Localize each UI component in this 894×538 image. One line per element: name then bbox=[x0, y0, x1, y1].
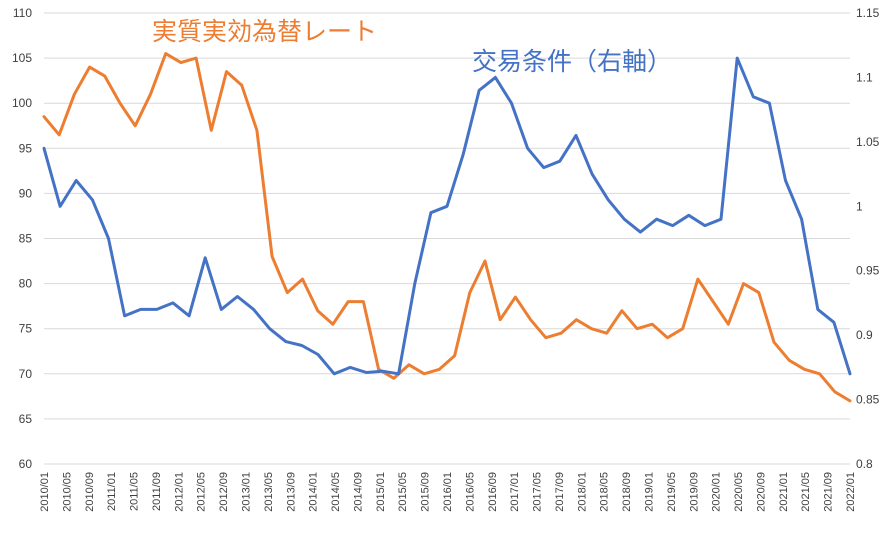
x-tick-label: 2019/05 bbox=[666, 472, 678, 512]
right-axis: 0.8 0.85 0.9 0.95 1 1.05 1.1 1.15 bbox=[856, 6, 880, 471]
right-tick-label: 0.85 bbox=[856, 393, 880, 407]
x-tick-label: 2019/01 bbox=[644, 472, 656, 512]
left-tick-label: 105 bbox=[12, 51, 32, 65]
x-tick-label: 2014/01 bbox=[308, 472, 320, 512]
right-tick-label: 0.8 bbox=[856, 457, 873, 471]
x-tick-label: 2017/09 bbox=[554, 472, 566, 512]
right-tick-label: 1.15 bbox=[856, 6, 880, 20]
x-tick-label: 2013/09 bbox=[285, 472, 297, 512]
x-tick-label: 2011/01 bbox=[106, 472, 118, 511]
x-tick-label: 2016/05 bbox=[464, 472, 476, 512]
legend-real-effective-exchange-rate: 実質実効為替レート bbox=[152, 17, 377, 46]
left-tick-label: 65 bbox=[19, 412, 33, 426]
x-tick-label: 2014/05 bbox=[330, 472, 342, 512]
right-tick-label: 0.9 bbox=[856, 328, 873, 342]
series-line-terms-of-trade bbox=[42, 56, 852, 376]
x-tick-label: 2010/09 bbox=[84, 472, 96, 512]
left-tick-label: 60 bbox=[19, 457, 33, 471]
left-tick-label: 90 bbox=[19, 186, 33, 200]
left-tick-label: 85 bbox=[19, 232, 33, 246]
x-tick-label: 2014/09 bbox=[352, 472, 364, 512]
x-tick-label: 2013/01 bbox=[241, 472, 253, 512]
left-tick-label: 95 bbox=[19, 141, 33, 155]
left-tick-label: 70 bbox=[19, 367, 33, 381]
x-tick-label: 2018/01 bbox=[576, 472, 588, 512]
series-line-real-effective-exchange-rate bbox=[42, 52, 852, 403]
x-tick-label: 2020/01 bbox=[711, 472, 723, 512]
x-tick-label: 2019/09 bbox=[688, 472, 700, 512]
x-tick-label: 2021/09 bbox=[823, 472, 835, 512]
x-tick-label: 2012/09 bbox=[218, 472, 230, 512]
gridlines bbox=[44, 12, 850, 465]
x-tick-label: 2017/01 bbox=[509, 472, 521, 512]
x-tick-label: 2012/05 bbox=[196, 472, 208, 512]
left-tick-label: 110 bbox=[13, 6, 32, 20]
left-tick-label: 80 bbox=[19, 277, 33, 291]
left-tick-label: 75 bbox=[19, 322, 33, 336]
x-tick-label: 2017/05 bbox=[532, 472, 544, 512]
x-axis: 2010/01 2010/05 2010/09 2011/01 2011/05 2011/… bbox=[39, 472, 857, 512]
legend-terms-of-trade: 交易条件（右軸） bbox=[472, 47, 672, 76]
x-tick-label: 2018/09 bbox=[621, 472, 633, 512]
x-tick-label: 2015/05 bbox=[397, 472, 409, 512]
right-tick-label: 0.95 bbox=[856, 264, 880, 278]
x-tick-label: 2010/05 bbox=[61, 472, 73, 512]
x-tick-label: 2015/01 bbox=[375, 472, 387, 512]
x-tick-label: 2013/05 bbox=[263, 472, 275, 512]
x-tick-label: 2020/09 bbox=[755, 472, 767, 512]
x-tick-label: 2015/09 bbox=[420, 472, 432, 512]
right-tick-label: 1.1 bbox=[856, 70, 873, 84]
x-tick-label: 2020/05 bbox=[733, 472, 745, 512]
x-tick-label: 2022/01 bbox=[845, 472, 857, 512]
series-layer bbox=[42, 52, 852, 403]
left-tick-label: 100 bbox=[12, 96, 32, 110]
x-tick-label: 2021/05 bbox=[800, 472, 812, 512]
left-axis: 60 65 70 75 80 85 90 95 100 105 110 bbox=[12, 6, 32, 471]
x-tick-label: 2010/01 bbox=[39, 472, 51, 512]
x-tick-label: 2012/01 bbox=[173, 472, 185, 512]
x-tick-label: 2016/01 bbox=[442, 472, 454, 512]
x-tick-label: 2021/01 bbox=[778, 472, 790, 512]
x-tick-label: 2016/09 bbox=[487, 472, 499, 512]
x-tick-label: 2011/09 bbox=[151, 472, 163, 511]
right-tick-label: 1.05 bbox=[856, 135, 880, 149]
right-tick-label: 1 bbox=[856, 199, 863, 213]
x-tick-label: 2018/05 bbox=[599, 472, 611, 512]
x-tick-label: 2011/05 bbox=[129, 472, 141, 511]
